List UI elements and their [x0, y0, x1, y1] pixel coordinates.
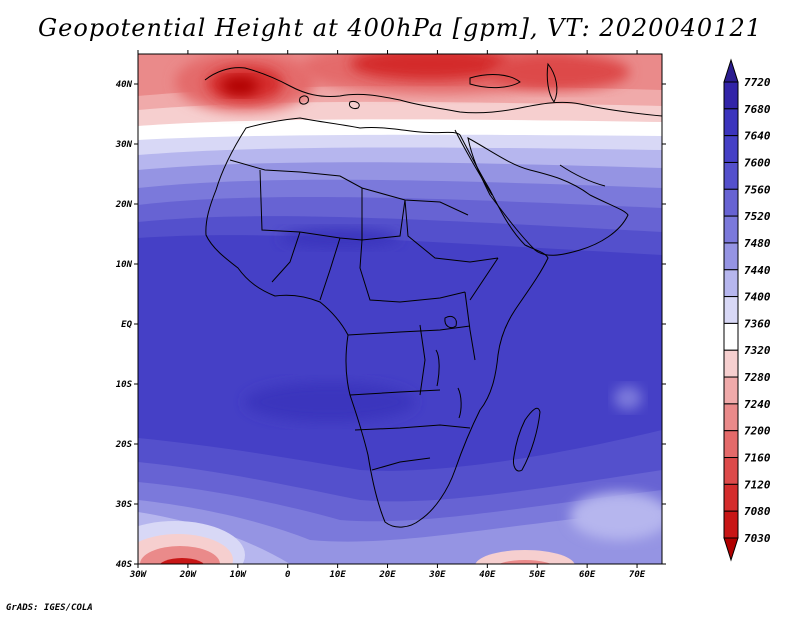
colorbar-label: 7240 [744, 398, 771, 411]
colorbar-label: 7400 [744, 291, 771, 304]
colorbar-swatch [723, 161, 739, 190]
lat-label: 30S [115, 500, 133, 510]
latitude-axis: 40N 30N 20N 10N EQ 10S 20S 30S 40S [115, 80, 666, 570]
colorbar-swatch [723, 376, 739, 405]
lat-label: 40S [116, 560, 133, 570]
colorbar-label: 7720 [744, 76, 771, 89]
lon-label: 70E [629, 570, 646, 580]
colorbar-swatch [723, 215, 739, 244]
lat-label: 40N [116, 80, 133, 90]
lon-label: 20W [179, 570, 198, 580]
colorbar-swatch [723, 188, 739, 217]
lon-label: 30E [428, 570, 446, 580]
colorbar-bottom-arrow [723, 537, 739, 562]
colorbar-swatch [723, 296, 739, 324]
colorbar-swatch [723, 403, 739, 432]
colorbar-label: 7120 [744, 478, 771, 491]
lat-label: EQ [121, 320, 132, 330]
colorbar-swatch [723, 349, 739, 378]
lat-label: 10N [116, 260, 133, 270]
colorbar-label: 7640 [744, 130, 771, 143]
credit-label: GrADS: IGES/COLA [6, 603, 93, 613]
colorbar-label: 7160 [744, 452, 771, 465]
colorbar-swatch [723, 483, 739, 512]
colorbar-label: 7030 [744, 532, 771, 545]
map-frame [137, 53, 663, 565]
colorbar-label: 7680 [744, 103, 771, 116]
lon-label: 30W [129, 570, 148, 580]
colorbar-label: 7520 [744, 210, 771, 223]
colorbar-label: 7280 [744, 371, 771, 384]
colorbar-label: 7200 [744, 425, 771, 438]
lon-label: 60E [579, 570, 596, 580]
colorbar-label: 7600 [744, 156, 771, 169]
longitude-axis: 30W 20W 10W 0 10E 20E 30E 40E 50E 60E 70E [129, 50, 646, 580]
lat-label: 10S [116, 380, 133, 390]
colorbar-swatch [723, 510, 739, 539]
lon-label: 40E [479, 570, 496, 580]
colorbar-swatch [723, 269, 739, 298]
colorbar-label: 7360 [744, 317, 771, 330]
lat-label: 20S [115, 440, 133, 450]
lon-label: 10W [230, 570, 248, 580]
colorbar-swatch [723, 457, 739, 485]
colorbar: 7720 7680 7640 7600 7560 7520 7480 7440 7400 7360… [723, 58, 771, 562]
lon-label: 10E [329, 570, 346, 580]
colorbar-swatch [723, 108, 739, 137]
colorbar-swatch [723, 135, 739, 163]
map-area [138, 54, 662, 564]
lat-label: 20N [115, 200, 133, 210]
colorbar-label: 7480 [744, 237, 771, 250]
colorbar-label: 7320 [744, 344, 771, 357]
colorbar-label: 7560 [744, 183, 771, 196]
colorbar-top-arrow [723, 58, 739, 83]
colorbar-swatch [723, 322, 739, 351]
colorbar-swatch [723, 81, 739, 110]
colorbar-swatch [723, 430, 739, 459]
colorbar-swatch [723, 242, 739, 271]
coastlines [204, 62, 662, 528]
lon-label: 50E [529, 570, 546, 580]
colorbar-label: 7440 [744, 264, 771, 277]
lon-label: 20E [378, 570, 396, 580]
lat-label: 30N [115, 140, 133, 150]
colorbar-label: 7080 [744, 505, 771, 518]
lon-label: 0 [285, 570, 291, 580]
chart-title: Geopotential Height at 400hPa [gpm], VT:… [38, 14, 762, 42]
